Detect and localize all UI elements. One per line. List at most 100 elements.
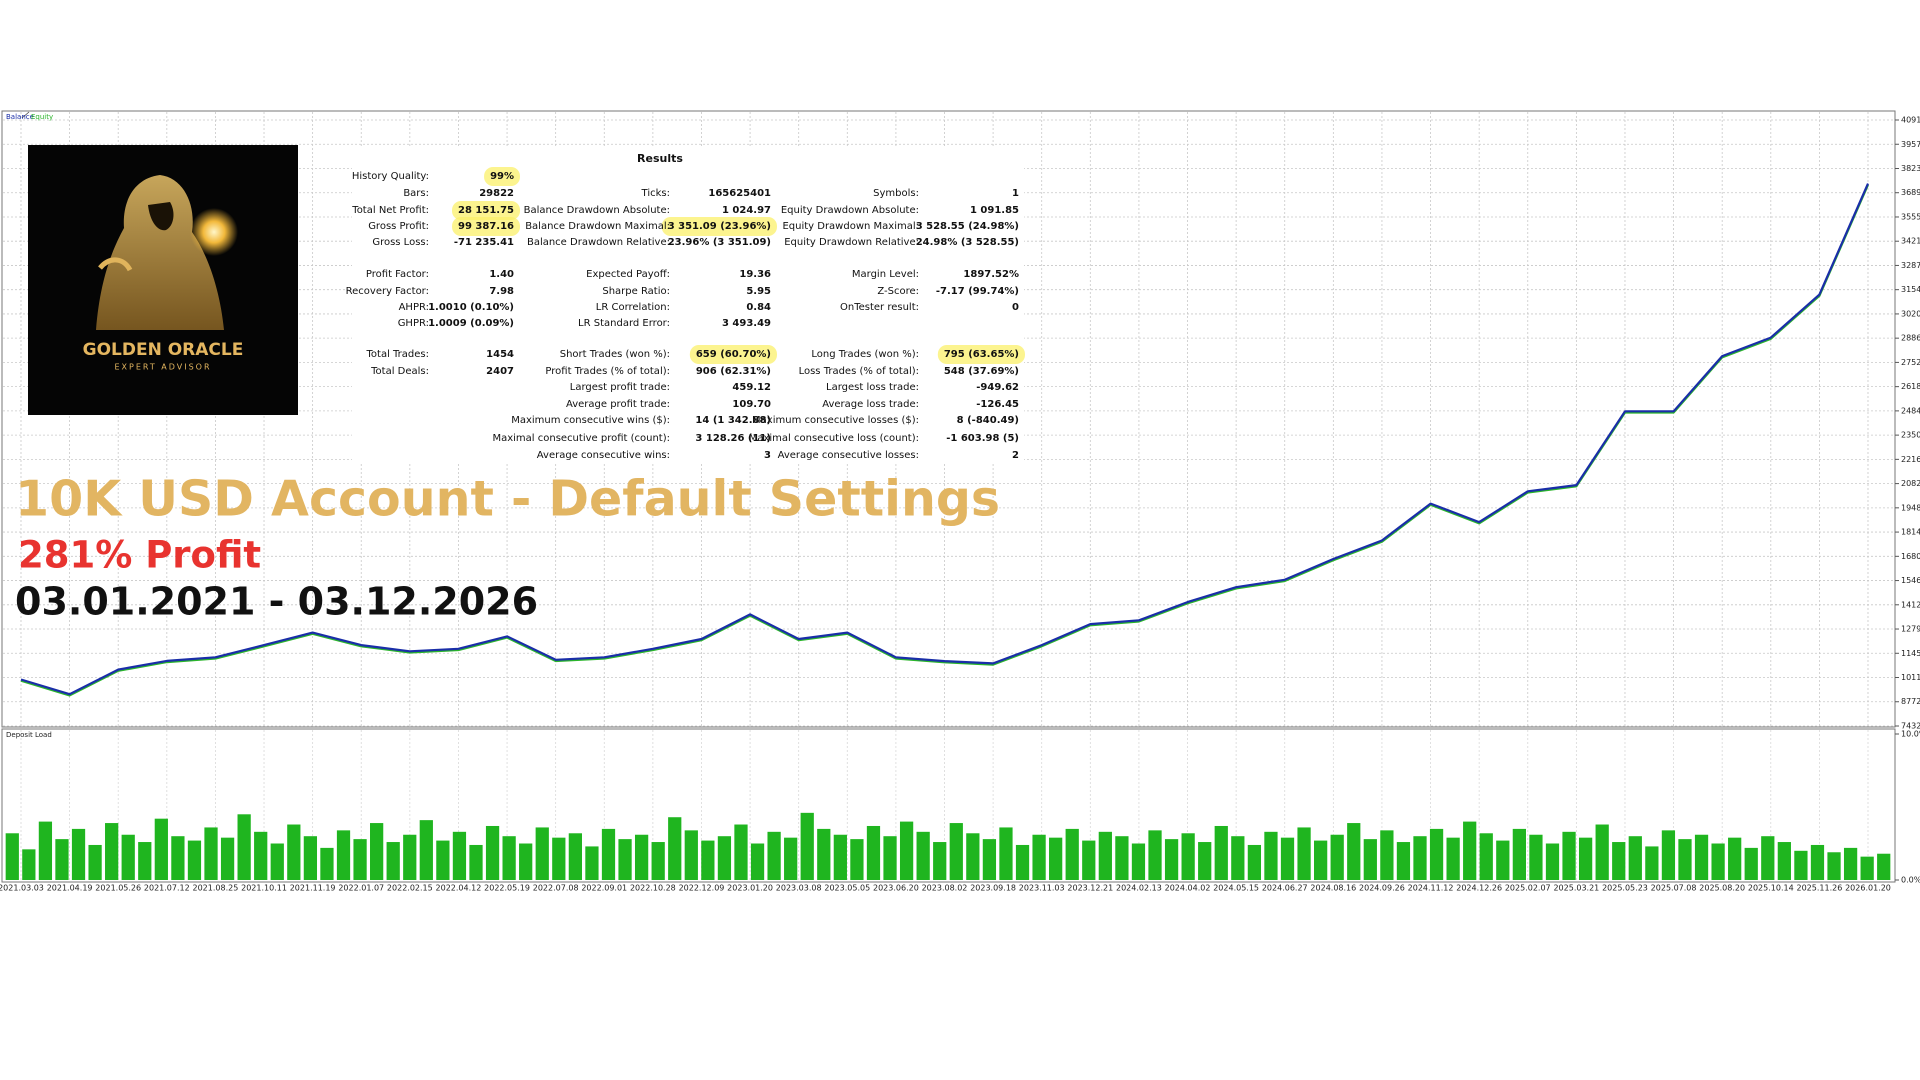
bar: [287, 824, 301, 880]
x-tick-label: 2022.04.12: [436, 884, 482, 893]
result-value: 0: [1012, 302, 1019, 313]
x-tick-label: 2025.11.26: [1796, 884, 1842, 893]
y-tick-label: 28861: [1901, 334, 1920, 343]
result-value: 2: [1012, 450, 1019, 461]
result-value: 23.96% (3 351.09): [668, 237, 771, 248]
result-value: 5.95: [746, 286, 771, 297]
result-value: 29822: [479, 188, 514, 199]
result-value: 1454: [486, 349, 514, 360]
highlight: [452, 201, 521, 220]
x-tick-label: 2025.10.14: [1748, 884, 1794, 893]
result-value: 906 (62.31%): [696, 366, 771, 377]
bar: [734, 824, 748, 880]
result-value: 1 091.85: [970, 205, 1019, 216]
bar: [452, 831, 467, 880]
bar: [303, 836, 318, 880]
bar: [105, 823, 119, 880]
result-label: Total Net Profit:: [351, 205, 429, 216]
y-tick-label: 0.0%: [1901, 876, 1920, 885]
result-label: Average loss trade:: [822, 399, 919, 410]
x-tick-label: 2021.03.03: [0, 884, 44, 893]
result-value: -126.45: [976, 399, 1019, 410]
bar: [1198, 842, 1212, 880]
bar: [1164, 839, 1179, 880]
bar: [899, 821, 914, 880]
logo-orb: [190, 208, 238, 256]
bar: [1231, 836, 1245, 880]
x-tick-label: 2025.07.08: [1651, 884, 1697, 893]
bar: [1396, 842, 1411, 880]
bar: [1049, 837, 1063, 880]
bar: [1843, 847, 1858, 880]
x-tick-label: 2024.11.12: [1408, 884, 1454, 893]
y-tick-label: 38236: [1901, 164, 1920, 173]
result-label: Average consecutive losses:: [778, 450, 919, 461]
bar: [1529, 834, 1543, 880]
bar: [1015, 844, 1030, 880]
bar: [1214, 825, 1228, 880]
x-tick-label: 2023.06.20: [873, 884, 919, 893]
result-label: Average consecutive wins:: [537, 450, 670, 461]
result-value: 99%: [490, 171, 514, 182]
x-tick-label: 2024.12.26: [1456, 884, 1502, 893]
y-tick-label: 22165: [1901, 455, 1920, 464]
bar: [220, 837, 235, 880]
bar: [1429, 828, 1444, 880]
y-tick-label: 30200: [1901, 309, 1920, 318]
bar: [949, 823, 963, 880]
bar: [1562, 831, 1576, 880]
x-tick-label: 2024.09.26: [1359, 884, 1405, 893]
result-label: Maximal consecutive loss (count):: [749, 433, 919, 444]
result-value: 2407: [486, 366, 514, 377]
bar: [1877, 853, 1891, 880]
bar: [336, 830, 351, 880]
bar: [403, 834, 417, 880]
y-tick-label: 10111: [1901, 673, 1920, 682]
result-value: 8 (-840.49): [957, 415, 1019, 426]
result-label: Balance Drawdown Maximal:: [525, 221, 670, 232]
y-tick-label: 8772: [1901, 697, 1920, 706]
x-tick-label: 2025.03.21: [1553, 884, 1599, 893]
bar: [601, 828, 616, 880]
bar: [1330, 834, 1344, 880]
y-tick-label: 7432: [1901, 722, 1920, 731]
bar: [121, 834, 135, 880]
y-tick-label: 34218: [1901, 237, 1920, 246]
result-label: Average profit trade:: [566, 399, 670, 410]
bar: [1512, 828, 1526, 880]
bar: [469, 844, 483, 880]
logo: GOLDEN ORACLE EXPERT ADVISOR: [28, 145, 298, 415]
result-value: 3 528.55 (24.98%): [916, 221, 1019, 232]
bar: [55, 839, 69, 880]
result-label: Gross Profit:: [368, 221, 429, 232]
result-value: 548 (37.69%): [944, 366, 1019, 377]
bar: [386, 842, 400, 880]
bar: [1827, 852, 1841, 880]
result-label: Sharpe Ratio:: [602, 286, 670, 297]
result-value: 1.40: [489, 269, 514, 280]
y-tick-label: 39575: [1901, 140, 1920, 149]
result-label: OnTester result:: [840, 302, 919, 313]
y-tick-label: 35557: [1901, 212, 1920, 221]
bar: [502, 836, 516, 880]
bar: [684, 830, 698, 880]
y-tick-label: 12790: [1901, 625, 1920, 634]
bar: [668, 817, 682, 880]
bar: [254, 831, 268, 880]
plots: [5, 183, 1891, 880]
y-tick-label: 23504: [1901, 431, 1920, 440]
bar: [370, 823, 384, 880]
result-value: 19.36: [739, 269, 771, 280]
result-label: Balance Drawdown Relative:: [527, 237, 670, 248]
result-value: -1 603.98 (5): [946, 433, 1019, 444]
headline-title: 10K USD Account - Default Settings: [15, 471, 1000, 528]
bar: [916, 831, 930, 880]
bar: [1810, 844, 1825, 880]
results-table: History Quality: 99% Bars: 29822 Ticks: 16562…: [346, 171, 1019, 461]
bar: [187, 840, 202, 880]
bar: [436, 840, 450, 880]
x-tick-label: 2022.01.07: [338, 884, 384, 893]
y-tick-label: 10.0%: [1901, 730, 1920, 739]
